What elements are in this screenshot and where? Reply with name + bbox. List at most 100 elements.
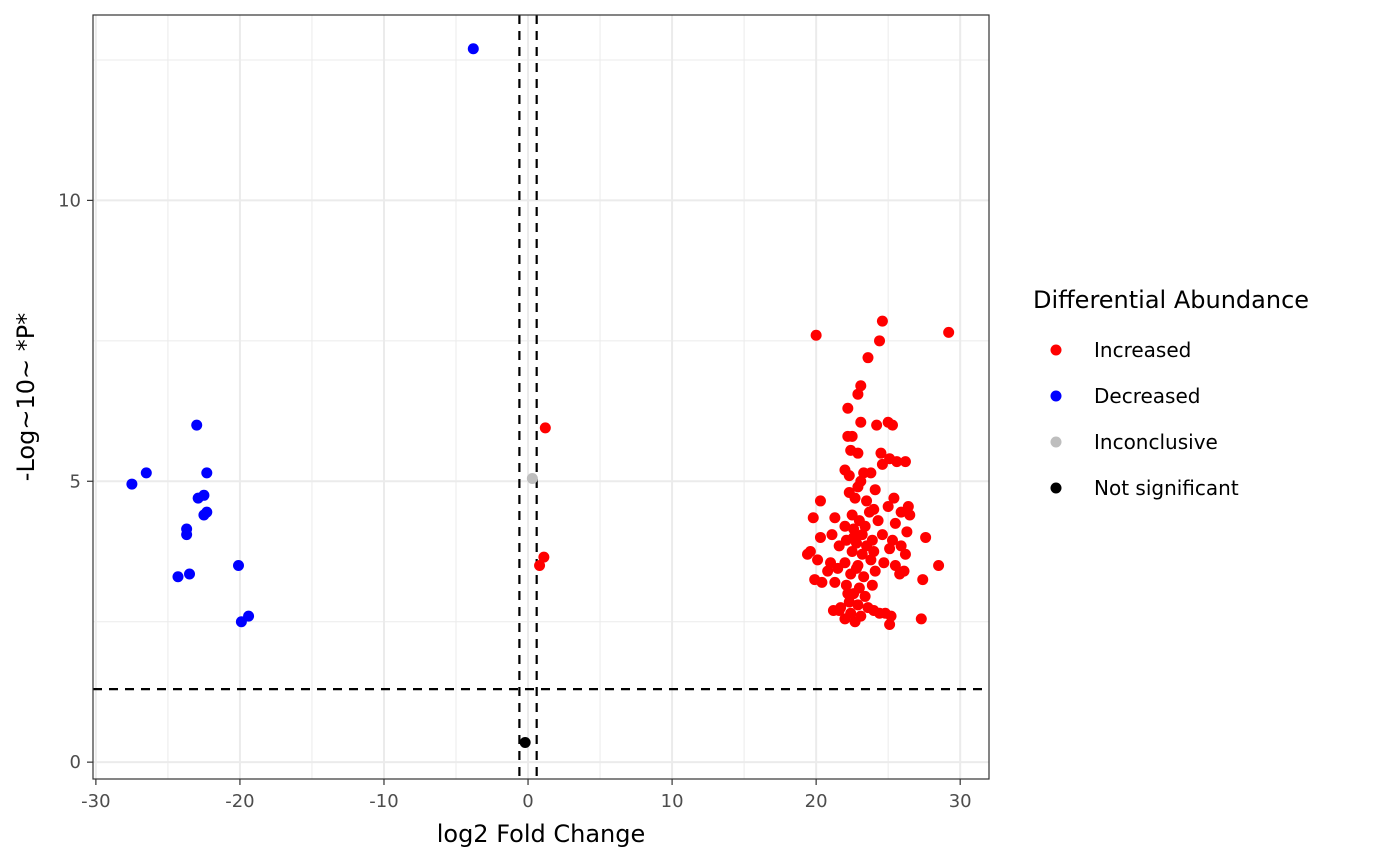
data-point-increased [917, 574, 929, 586]
data-point-increased [874, 335, 886, 347]
data-point-decreased [201, 467, 213, 479]
x-tick-label: 10 [661, 791, 684, 812]
data-point-increased [878, 557, 890, 569]
data-point-increased [872, 515, 884, 527]
data-point-increased [884, 543, 896, 555]
data-point-not-significant [519, 736, 531, 748]
data-points [126, 43, 955, 748]
data-point-increased [876, 315, 888, 327]
data-point-increased [840, 579, 852, 591]
data-point-increased [807, 512, 819, 524]
data-point-increased [810, 329, 822, 341]
data-point-decreased [232, 560, 244, 572]
data-point-increased [829, 512, 841, 524]
plot-background [93, 15, 989, 779]
data-point-increased [876, 458, 888, 470]
data-point-increased [899, 456, 911, 468]
data-point-increased [852, 599, 864, 611]
x-tick-label: 30 [949, 791, 972, 812]
legend-key [1050, 436, 1062, 448]
y-tick-label: 0 [70, 752, 81, 773]
data-point-increased [849, 492, 861, 504]
data-point-increased [866, 579, 878, 591]
data-point-decreased [140, 467, 152, 479]
data-point-increased [858, 467, 870, 479]
data-point-increased [842, 402, 854, 414]
data-point-inconclusive [526, 472, 538, 484]
data-point-increased [886, 419, 898, 431]
legend-key [1050, 344, 1062, 356]
data-point-increased [871, 419, 883, 431]
legend-items: Increased Decreased Inconclusive Not signif… [1050, 338, 1239, 500]
data-point-increased [888, 492, 900, 504]
data-point-decreased [192, 492, 204, 504]
data-point-increased [856, 529, 868, 541]
data-point-increased [816, 576, 828, 588]
x-tick-label: -20 [225, 791, 254, 812]
data-point-decreased [184, 568, 196, 580]
data-point-increased [826, 529, 838, 541]
data-point-increased [884, 619, 896, 631]
data-point-increased [886, 534, 898, 546]
x-tick-label: 0 [522, 791, 533, 812]
data-point-increased [876, 529, 888, 541]
threshold-lines [93, 15, 989, 779]
legend-label: Inconclusive [1094, 430, 1218, 454]
x-tick-label: -10 [369, 791, 398, 812]
data-point-increased [869, 484, 881, 496]
legend-title: Differential Abundance [1033, 286, 1309, 314]
legend-key [1050, 482, 1062, 494]
data-point-increased [833, 540, 845, 552]
data-point-increased [875, 447, 887, 459]
legend-item-decreased: Decreased [1050, 384, 1200, 408]
data-point-increased [885, 610, 897, 622]
data-point-decreased [172, 571, 184, 583]
plot-border [92, 14, 990, 780]
data-point-increased [858, 571, 870, 583]
data-point-increased [874, 607, 886, 619]
y-tick-label: 5 [70, 471, 81, 492]
data-point-increased [859, 520, 871, 532]
x-tick-label: 20 [805, 791, 828, 812]
data-point-increased [899, 548, 911, 560]
data-point-increased [848, 531, 860, 543]
y-tick-label: 10 [58, 190, 81, 211]
data-point-increased [832, 562, 844, 574]
data-point-increased [848, 523, 860, 535]
data-point-increased [842, 588, 854, 600]
data-point-increased [839, 520, 851, 532]
legend-item-not-significant: Not significant [1050, 476, 1239, 500]
data-point-increased [901, 526, 913, 538]
data-point-increased [863, 506, 875, 518]
x-tick-label: -30 [81, 791, 110, 812]
data-point-increased [534, 560, 546, 572]
data-point-increased [538, 551, 550, 563]
data-point-decreased [126, 478, 138, 490]
data-point-decreased [235, 616, 247, 628]
legend-label: Increased [1094, 338, 1191, 362]
data-point-increased [852, 388, 864, 400]
y-axis-title: -Log~10~ *P* [12, 313, 40, 481]
legend-item-increased: Increased [1050, 338, 1191, 362]
data-point-increased [804, 545, 816, 557]
data-point-increased [539, 422, 551, 434]
data-point-increased [843, 596, 855, 608]
data-point-increased [920, 531, 932, 543]
data-point-increased [861, 540, 873, 552]
x-axis: -30 -20 -10 0 10 20 30 [81, 779, 972, 812]
data-point-increased [852, 481, 864, 493]
data-point-increased [843, 470, 855, 482]
legend-label: Decreased [1094, 384, 1200, 408]
data-point-increased [943, 326, 955, 338]
data-point-increased [846, 545, 858, 557]
data-point-increased [839, 613, 851, 625]
data-point-increased [894, 568, 906, 580]
data-point-increased [915, 613, 927, 625]
data-point-increased [865, 554, 877, 566]
legend-label: Not significant [1094, 476, 1239, 500]
major-gridlines [93, 15, 989, 779]
data-point-increased [849, 616, 861, 628]
data-point-increased [829, 576, 841, 588]
legend-key [1050, 390, 1062, 402]
